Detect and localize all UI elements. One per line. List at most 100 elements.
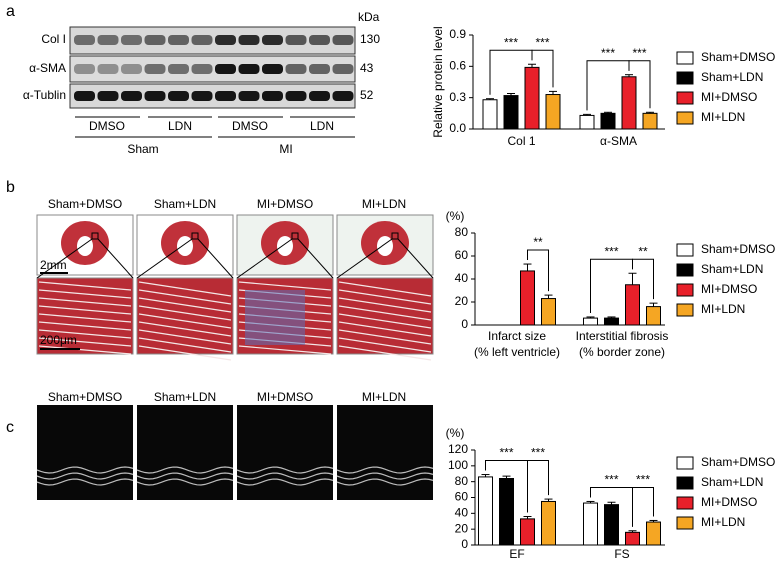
blot-band xyxy=(168,64,189,74)
sig-bracket xyxy=(632,486,654,527)
lane-label: DMSO xyxy=(89,119,125,133)
fiber-streak xyxy=(138,305,232,321)
bar xyxy=(646,306,661,326)
bar xyxy=(600,112,616,130)
zoom-line xyxy=(97,238,134,279)
legend-label: MI+LDN xyxy=(701,302,745,316)
echo-trace xyxy=(336,478,434,486)
x-tick-label: EF xyxy=(509,547,524,561)
sig-bracket xyxy=(531,49,554,88)
y-tick-label: 80 xyxy=(455,225,469,239)
echo-trace xyxy=(236,472,334,480)
bar xyxy=(520,518,535,546)
bar xyxy=(625,531,640,546)
blot-band xyxy=(309,35,330,45)
blot-band xyxy=(309,91,330,101)
legend-label: MI+LDN xyxy=(701,515,745,529)
legend-swatch xyxy=(676,496,694,510)
blot-band xyxy=(309,64,330,74)
fiber-streak xyxy=(38,305,132,315)
group-label: MI xyxy=(279,142,292,156)
y-tick-label: 20 xyxy=(455,521,469,535)
sig-label: *** xyxy=(601,46,615,60)
y-tick-label: 100 xyxy=(448,458,468,472)
fiber-streak xyxy=(338,313,432,329)
image-label: Sham+DMSO xyxy=(48,390,122,404)
x-tick-label: Col 1 xyxy=(507,134,535,148)
sig-bracket xyxy=(527,249,549,292)
sig-label: *** xyxy=(499,446,513,460)
bar xyxy=(520,270,535,326)
fiber-streak xyxy=(338,297,432,313)
blot-band xyxy=(144,64,166,74)
bar xyxy=(642,112,658,130)
lane-label: LDN xyxy=(168,119,192,133)
bar xyxy=(583,317,598,326)
fiber-streak xyxy=(38,321,132,331)
zoom-line xyxy=(197,238,234,279)
blot-band xyxy=(97,35,119,45)
blot-band xyxy=(285,35,307,45)
blot-band xyxy=(262,64,283,74)
blot-band xyxy=(262,91,283,101)
fiber-streak xyxy=(338,281,432,297)
blot-band xyxy=(332,91,354,101)
panel-label: a xyxy=(6,3,15,20)
echo-trace xyxy=(36,472,134,480)
x-tick-sublabel: (% left ventricle) xyxy=(474,345,560,359)
lane-lines xyxy=(75,116,355,138)
x-tick-label: Infarct size xyxy=(488,329,546,343)
legend-label: MI+DMSO xyxy=(701,495,757,509)
fiber-streak xyxy=(38,345,132,355)
bar xyxy=(621,76,637,130)
lane-label: LDN xyxy=(310,119,334,133)
scale-label: 200μm xyxy=(40,333,77,347)
echo-trace xyxy=(136,472,234,480)
zoom-line xyxy=(397,238,434,279)
blot-band xyxy=(215,91,236,101)
blot-size: 43 xyxy=(360,61,374,75)
legend-swatch xyxy=(676,456,694,470)
bar xyxy=(499,478,514,546)
heart-lumen xyxy=(177,236,193,256)
y-axis-label: Relative protein level xyxy=(431,26,445,137)
blot-unit: kDa xyxy=(358,10,380,24)
blot-band xyxy=(191,91,213,101)
lane-label: DMSO xyxy=(232,119,268,133)
legend-swatch xyxy=(676,71,694,85)
legend-swatch xyxy=(676,283,694,297)
blot-row: α-Tublin xyxy=(23,88,66,102)
legend-swatch xyxy=(676,263,694,277)
bar xyxy=(541,500,556,546)
sig-label: ** xyxy=(533,235,543,249)
sig-label: *** xyxy=(604,244,618,258)
fibrosis xyxy=(245,290,305,345)
fiber-streak xyxy=(38,329,132,339)
y-tick-label: 60 xyxy=(455,248,469,262)
blot-band xyxy=(97,64,119,74)
zoom-line xyxy=(136,238,193,279)
y-axis-label: (%) xyxy=(446,426,465,440)
heart-lumen xyxy=(77,236,93,256)
blot-band xyxy=(332,35,354,45)
panel-label: b xyxy=(6,179,15,196)
blot-band xyxy=(191,64,213,74)
echo-trace xyxy=(36,478,134,486)
echo-image xyxy=(137,405,233,500)
fiber-streak xyxy=(138,345,232,361)
sig-bracket xyxy=(527,460,549,513)
y-tick-label: 0 xyxy=(461,317,468,331)
sig-bracket xyxy=(628,60,651,109)
bar xyxy=(625,284,640,326)
blot-band xyxy=(285,64,307,74)
echo-image xyxy=(237,405,333,500)
x-tick-sublabel: (% border zone) xyxy=(579,345,665,359)
fiber-streak xyxy=(38,281,132,291)
y-tick-label: 0.0 xyxy=(449,121,466,135)
zoom-line xyxy=(297,238,334,279)
bar xyxy=(604,504,619,546)
heart-lumen xyxy=(377,236,393,256)
blot-band xyxy=(74,35,95,45)
y-axis-label: (%) xyxy=(446,209,465,223)
bar xyxy=(646,521,661,546)
